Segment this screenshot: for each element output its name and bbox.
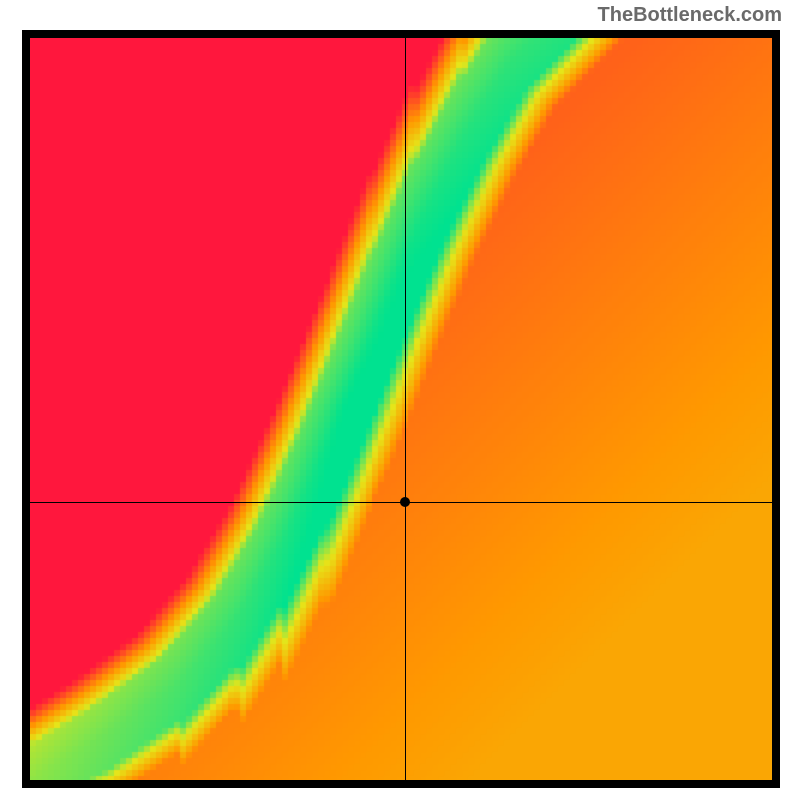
watermark-text: TheBottleneck.com: [598, 4, 782, 27]
plot-area: [22, 30, 780, 788]
heatmap-canvas: [30, 38, 772, 780]
crosshair-marker: [400, 497, 410, 507]
crosshair-vertical: [405, 38, 406, 780]
chart-container: TheBottleneck.com: [0, 0, 800, 800]
